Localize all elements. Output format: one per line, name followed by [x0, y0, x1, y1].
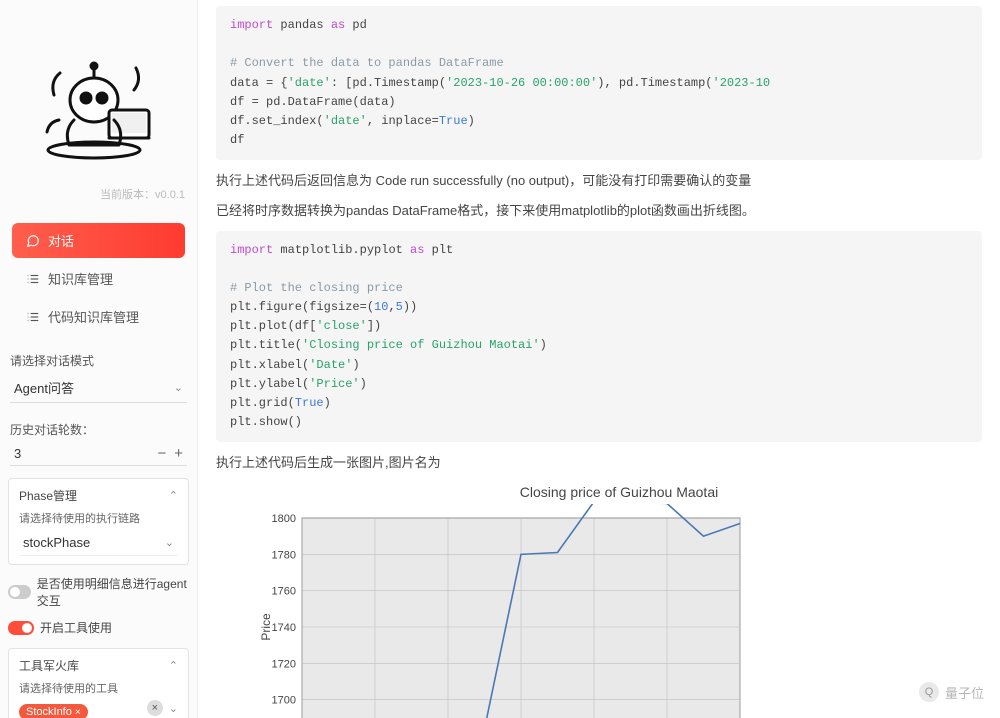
explain-text: 已经将时序数据转换为pandas DataFrame格式，接下来使用matplo… — [216, 200, 982, 222]
list-icon — [26, 272, 40, 286]
tools-sub: 请选择待使用的工具 — [19, 680, 178, 696]
nav-codekb[interactable]: 代码知识库管理 — [12, 299, 185, 334]
code-block-1: import pandas as pd # Convert the data t… — [216, 6, 982, 160]
sidebar: 当前版本：v0.0.1 对话 知识库管理 代码知识库管理 请选择对话模式 Age… — [0, 0, 198, 718]
svg-text:Price: Price — [259, 613, 273, 641]
phase-title: Phase管理 — [19, 487, 77, 504]
list-icon — [26, 310, 40, 324]
svg-text:1780: 1780 — [272, 550, 296, 562]
chevron-down-icon: ⌄ — [174, 381, 183, 394]
mode-select[interactable]: Agent问答 ⌄ — [10, 373, 187, 403]
chat-icon — [26, 234, 40, 248]
watermark: Q 量子位 — [919, 682, 984, 702]
tool-tags: StockInfo× StockName× — [19, 704, 147, 718]
code-block-2: import matplotlib.pyplot as plt # Plot t… — [216, 231, 982, 443]
history-label: 历史对话轮数： — [10, 421, 187, 438]
chevron-down-icon[interactable]: ⌄ — [169, 702, 178, 715]
watermark-icon: Q — [919, 682, 939, 702]
tool-tag[interactable]: StockInfo× — [19, 704, 88, 718]
nav-kb[interactable]: 知识库管理 — [12, 261, 185, 296]
output-text: 执行上述代码后返回信息为 Code run successfully (no o… — [216, 170, 982, 192]
svg-text:1700: 1700 — [272, 695, 296, 707]
toggle-detail-label: 是否使用明细信息进行agent交互 — [37, 575, 189, 609]
close-icon[interactable]: × — [75, 707, 81, 718]
logo — [8, 50, 189, 170]
nav-label: 代码知识库管理 — [48, 307, 139, 326]
chart-svg: 16801700172017401760178018002023-10-2720… — [256, 504, 746, 718]
chart: Closing price of Guizhou Maotai 16801700… — [256, 484, 982, 718]
tools-panel-head[interactable]: 工具军火库 ⌃ — [19, 657, 178, 674]
history-stepper[interactable]: 3 − + — [10, 442, 187, 466]
clear-tags[interactable]: × — [147, 700, 163, 716]
svg-text:1740: 1740 — [272, 622, 296, 634]
step-minus[interactable]: − — [157, 445, 166, 462]
result-text: 执行上述代码后生成一张图片,图片名为 — [216, 452, 982, 474]
phase-panel: Phase管理 ⌃ 请选择待使用的执行链路 stockPhase ⌄ — [8, 478, 189, 565]
tools-panel: 工具军火库 ⌃ 请选择待使用的工具 StockInfo× StockName× … — [8, 648, 189, 718]
phase-select[interactable]: stockPhase ⌄ — [19, 530, 178, 556]
nav-label: 对话 — [48, 231, 74, 250]
chevron-up-icon: ⌃ — [169, 489, 178, 502]
toggle-tools-label: 开启工具使用 — [40, 619, 112, 636]
toggle-detail[interactable] — [8, 585, 31, 599]
svg-text:1760: 1760 — [272, 586, 296, 598]
phase-value: stockPhase — [23, 535, 90, 550]
version: 当前版本：v0.0.1 — [8, 180, 189, 220]
phase-panel-head[interactable]: Phase管理 ⌃ — [19, 487, 178, 504]
phase-sub: 请选择待使用的执行链路 — [19, 510, 178, 526]
mode-value: Agent问答 — [14, 378, 74, 397]
mode-label: 请选择对话模式 — [10, 352, 187, 369]
history-value: 3 — [14, 446, 21, 461]
step-plus[interactable]: + — [174, 445, 183, 462]
svg-text:1800: 1800 — [272, 513, 296, 525]
nav-label: 知识库管理 — [48, 269, 113, 288]
tools-title: 工具军火库 — [19, 657, 79, 674]
main-content: import pandas as pd # Convert the data t… — [198, 0, 1000, 718]
toggle-tools[interactable] — [8, 621, 34, 635]
svg-text:1720: 1720 — [272, 659, 296, 671]
nav-chat[interactable]: 对话 — [12, 223, 185, 258]
chart-title: Closing price of Guizhou Maotai — [256, 484, 982, 500]
chevron-down-icon: ⌄ — [165, 536, 174, 549]
chevron-up-icon: ⌃ — [169, 659, 178, 672]
